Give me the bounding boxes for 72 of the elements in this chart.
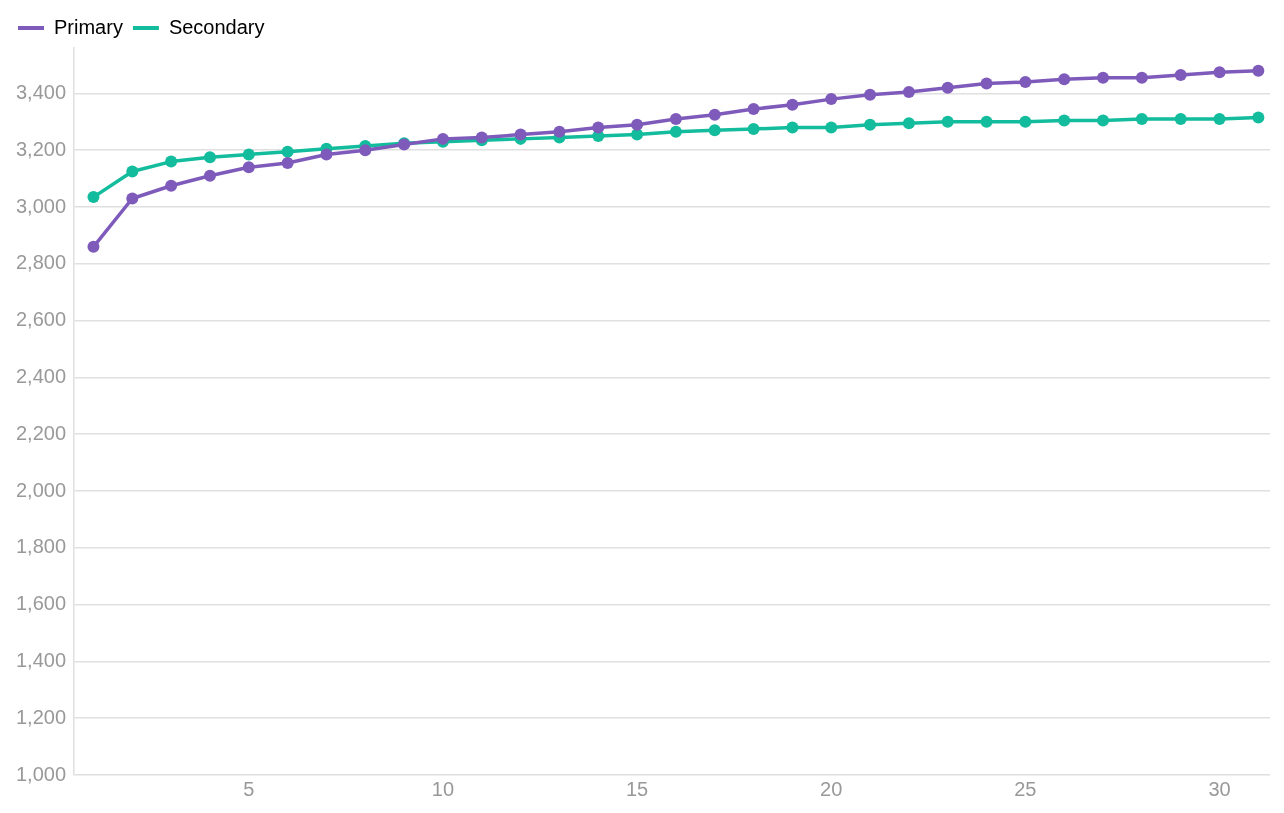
x-tick-label: 20: [820, 777, 843, 800]
y-tick-label: 2,000: [15, 478, 67, 501]
point: [1252, 64, 1265, 77]
x-tick-label: 25: [1014, 777, 1037, 800]
point: [1058, 114, 1071, 127]
legend-label: Secondary: [168, 15, 265, 38]
point: [980, 115, 993, 128]
point: [203, 151, 216, 164]
x-tick-label: 30: [1208, 777, 1231, 800]
point: [1019, 115, 1032, 128]
point: [1252, 111, 1265, 124]
point: [1174, 68, 1187, 81]
point: [126, 165, 139, 178]
y-tick-label: 3,200: [15, 137, 67, 160]
point: [941, 81, 954, 94]
point: [281, 145, 294, 158]
y-tick-label: 1,000: [15, 762, 67, 785]
point: [747, 103, 760, 116]
point: [825, 93, 838, 106]
point: [902, 86, 915, 99]
point: [631, 128, 644, 141]
point: [1213, 113, 1226, 125]
point: [281, 157, 294, 170]
y-tick-label: 2,600: [15, 308, 67, 331]
point: [902, 117, 915, 130]
point: [203, 169, 216, 182]
point: [864, 88, 877, 101]
point: [786, 121, 799, 134]
y-tick-label: 3,000: [15, 194, 67, 217]
point: [980, 77, 993, 90]
point: [1097, 114, 1110, 127]
point: [631, 118, 644, 131]
point: [1174, 113, 1187, 125]
point: [941, 115, 954, 128]
point: [786, 98, 799, 111]
point: [708, 108, 721, 121]
y-tick-label: 3,400: [15, 80, 67, 103]
point: [1019, 76, 1032, 89]
x-tick-label: 10: [431, 777, 455, 800]
point: [320, 148, 333, 161]
point: [1097, 71, 1110, 84]
x-tick-label: 5: [243, 777, 255, 800]
point: [87, 191, 100, 204]
point: [242, 148, 255, 161]
point: [592, 121, 605, 134]
point: [553, 125, 566, 138]
point: [669, 113, 682, 125]
point: [825, 121, 838, 134]
point: [1058, 73, 1071, 86]
y-tick-label: 2,200: [15, 421, 67, 444]
y-tick-label: 1,200: [15, 705, 67, 728]
point: [165, 179, 178, 192]
point: [359, 144, 372, 157]
y-tick-label: 2,400: [15, 364, 67, 387]
point: [87, 240, 100, 253]
point: [1135, 71, 1148, 84]
point: [126, 192, 139, 205]
x-tick-label: 15: [625, 777, 649, 800]
point: [708, 124, 721, 137]
point: [747, 122, 760, 135]
point: [1213, 66, 1226, 79]
point: [514, 128, 527, 141]
point: [864, 118, 877, 131]
point: [242, 161, 255, 174]
legend-label: Primary: [54, 15, 123, 38]
y-tick-label: 2,800: [15, 251, 67, 274]
point: [1135, 113, 1148, 125]
point: [669, 125, 682, 138]
y-tick-label: 1,600: [15, 592, 67, 615]
y-tick-label: 1,400: [15, 648, 67, 671]
point: [165, 155, 178, 168]
y-tick-label: 1,800: [15, 535, 67, 558]
